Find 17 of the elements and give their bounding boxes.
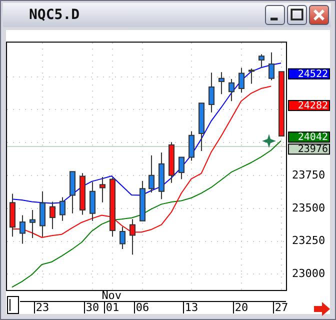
- chart-title: NQC5.D: [29, 7, 80, 23]
- x-tick-label: 20: [234, 300, 248, 314]
- ref-line-label: 23976: [298, 144, 328, 156]
- text: 24042: [298, 132, 328, 144]
- y-tick-label: 23750: [292, 168, 326, 182]
- y-tick-label: 23000: [292, 267, 326, 280]
- text: 24522: [298, 69, 328, 80]
- x-tick-label: 30: [86, 300, 100, 314]
- x-tick-label: 01: [106, 300, 120, 314]
- x-tick-label: 27: [274, 300, 288, 314]
- text: 24282: [298, 100, 328, 112]
- x-tick-label: 06: [136, 300, 150, 314]
- annotation: Nov: [102, 288, 122, 302]
- y-tick-label: 23500: [292, 201, 326, 214]
- x-tick-label: 23: [36, 300, 50, 314]
- y-tick-label: 23250: [292, 234, 326, 248]
- x-tick-label: 13: [184, 300, 198, 314]
